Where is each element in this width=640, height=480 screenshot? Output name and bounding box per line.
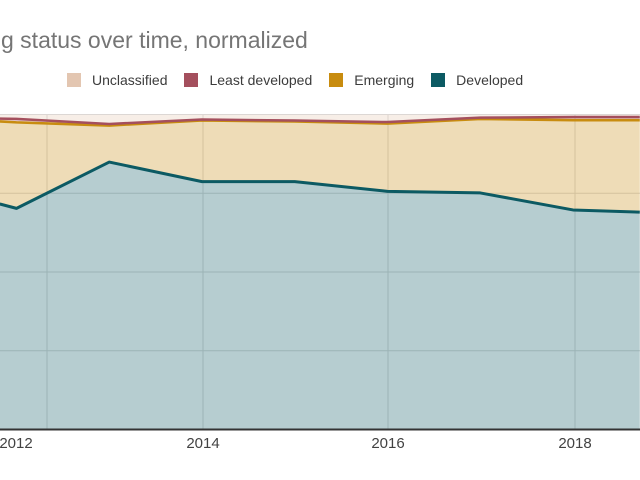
legend-swatch-unclassified bbox=[67, 73, 81, 87]
x-tick-label-2012: 2012 bbox=[0, 435, 33, 452]
legend-item-least-developed[interactable]: Least developed bbox=[184, 72, 312, 88]
line-least-developed bbox=[0, 115, 640, 126]
legend-label: Least developed bbox=[209, 72, 313, 88]
legend-label: Unclassified bbox=[92, 72, 168, 88]
legend-label: Developed bbox=[456, 72, 524, 88]
chart-title: g status over time, normalized bbox=[1, 27, 308, 53]
x-tick-label-2018: 2018 bbox=[558, 435, 592, 452]
legend-label: Emerging bbox=[354, 72, 415, 88]
legend: Unclassified Least developed Emerging Devel… bbox=[67, 72, 523, 88]
area-emerging bbox=[0, 118, 640, 213]
area-developed bbox=[0, 162, 640, 430]
line-developed bbox=[0, 160, 640, 214]
x-tick-label-2014: 2014 bbox=[186, 435, 220, 452]
legend-item-unclassified[interactable]: Unclassified bbox=[67, 72, 167, 88]
legend-swatch-emerging bbox=[329, 73, 344, 87]
legend-swatch-least-developed bbox=[184, 73, 199, 87]
x-tick-label-2016: 2016 bbox=[371, 435, 405, 452]
legend-item-developed[interactable]: Developed bbox=[431, 72, 523, 88]
legend-swatch-developed bbox=[431, 73, 446, 87]
legend-item-emerging[interactable]: Emerging bbox=[329, 72, 414, 88]
